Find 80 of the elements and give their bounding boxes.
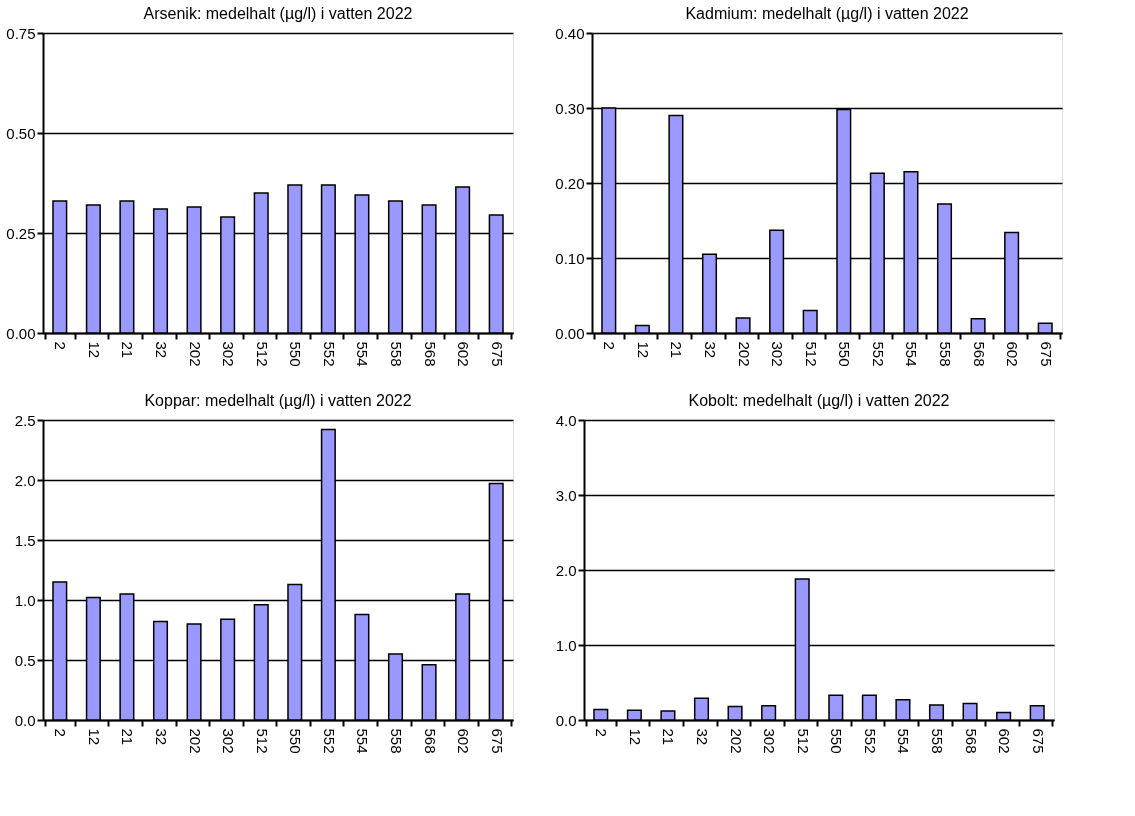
x-tick-label: 554 xyxy=(354,341,372,367)
chart-title: Kadmium: medelhalt (µg/l) i vatten 2022 xyxy=(685,5,969,22)
y-tick-label: 1.0 xyxy=(14,591,36,609)
x-tick-label: 550 xyxy=(836,341,854,367)
x-tick-label: 602 xyxy=(455,341,473,367)
x-tick-label: 568 xyxy=(962,728,980,754)
x-tick-label: 550 xyxy=(828,728,846,754)
x-tick-label: 552 xyxy=(861,728,879,754)
x-tick-label: 302 xyxy=(769,341,787,367)
x-tick-label: 12 xyxy=(626,728,644,746)
x-tick-label: 302 xyxy=(761,728,779,754)
x-tick-label: 2 xyxy=(52,341,70,350)
x-tick-label: 675 xyxy=(488,341,506,367)
y-tick-label: 4.0 xyxy=(555,411,577,429)
chart-title: Koppar: medelhalt (µg/l) i vatten 2022 xyxy=(144,392,412,409)
x-tick-label: 32 xyxy=(153,728,170,746)
x-tick-label: 12 xyxy=(85,728,103,746)
x-tick-label: 32 xyxy=(694,728,711,746)
x-tick-label: 550 xyxy=(287,341,305,367)
x-tick-label: 568 xyxy=(421,728,439,754)
x-tick-label: 552 xyxy=(320,728,338,754)
x-tick-label: 12 xyxy=(85,341,103,359)
y-tick-label: 0.20 xyxy=(555,174,585,192)
x-tick-label: 554 xyxy=(895,728,913,754)
x-tick-label: 302 xyxy=(220,728,238,754)
x-tick-label: 21 xyxy=(660,728,678,746)
x-tick-label: 302 xyxy=(220,341,238,367)
y-tick-label: 0.40 xyxy=(555,24,585,42)
y-tick-label: 0.00 xyxy=(555,324,585,342)
x-tick-label: 675 xyxy=(1037,341,1055,367)
x-tick-label: 21 xyxy=(119,728,137,746)
y-tick-label: 2.0 xyxy=(14,471,36,489)
y-tick-label: 3.0 xyxy=(555,486,577,504)
x-tick-label: 602 xyxy=(455,728,473,754)
x-tick-label: 554 xyxy=(903,341,921,367)
x-tick-label: 512 xyxy=(253,341,271,367)
x-tick-label: 202 xyxy=(186,728,204,754)
x-tick-label: 21 xyxy=(119,341,137,359)
y-tick-label: 0.10 xyxy=(555,249,585,267)
x-tick-label: 202 xyxy=(186,341,204,367)
x-tick-label: 554 xyxy=(354,728,372,754)
y-tick-label: 0.0 xyxy=(555,711,577,729)
x-tick-label: 512 xyxy=(794,728,812,754)
x-tick-label: 558 xyxy=(388,341,405,367)
x-tick-label: 2 xyxy=(601,341,619,350)
x-tick-label: 558 xyxy=(937,341,954,367)
x-tick-label: 568 xyxy=(421,341,439,367)
y-tick-label: 0.30 xyxy=(555,99,585,117)
x-tick-label: 552 xyxy=(320,341,338,367)
y-tick-label: 1.0 xyxy=(555,636,577,654)
x-tick-label: 21 xyxy=(668,341,686,359)
x-tick-label: 558 xyxy=(388,728,405,754)
y-tick-label: 0.5 xyxy=(14,651,36,669)
x-tick-label: 550 xyxy=(287,728,305,754)
x-tick-label: 12 xyxy=(634,341,652,359)
x-tick-label: 558 xyxy=(929,728,946,754)
x-tick-label: 675 xyxy=(1029,728,1047,754)
x-tick-label: 32 xyxy=(702,341,719,359)
x-tick-label: 675 xyxy=(488,728,506,754)
y-tick-label: 2.5 xyxy=(14,411,36,429)
x-tick-label: 2 xyxy=(593,728,611,737)
x-tick-label: 32 xyxy=(153,341,170,359)
y-tick-label: 2.0 xyxy=(555,561,577,579)
x-tick-label: 602 xyxy=(996,728,1014,754)
y-tick-label: 0.75 xyxy=(6,24,36,42)
chart-title: Arsenik: medelhalt (µg/l) i vatten 2022 xyxy=(143,5,413,22)
x-tick-label: 202 xyxy=(735,341,753,367)
x-tick-label: 552 xyxy=(869,341,887,367)
x-tick-label: 568 xyxy=(970,341,988,367)
y-tick-label: 0.50 xyxy=(6,124,36,142)
y-tick-label: 0.0 xyxy=(14,711,36,729)
y-tick-label: 0.00 xyxy=(6,324,36,342)
y-tick-label: 1.5 xyxy=(14,531,36,549)
x-tick-label: 2 xyxy=(52,728,70,737)
x-tick-label: 512 xyxy=(253,728,271,754)
chart-title: Kobolt: medelhalt (µg/l) i vatten 2022 xyxy=(688,392,950,409)
y-tick-label: 0.25 xyxy=(6,224,36,242)
x-tick-label: 602 xyxy=(1004,341,1022,367)
x-tick-label: 202 xyxy=(727,728,745,754)
x-tick-label: 512 xyxy=(802,341,820,367)
